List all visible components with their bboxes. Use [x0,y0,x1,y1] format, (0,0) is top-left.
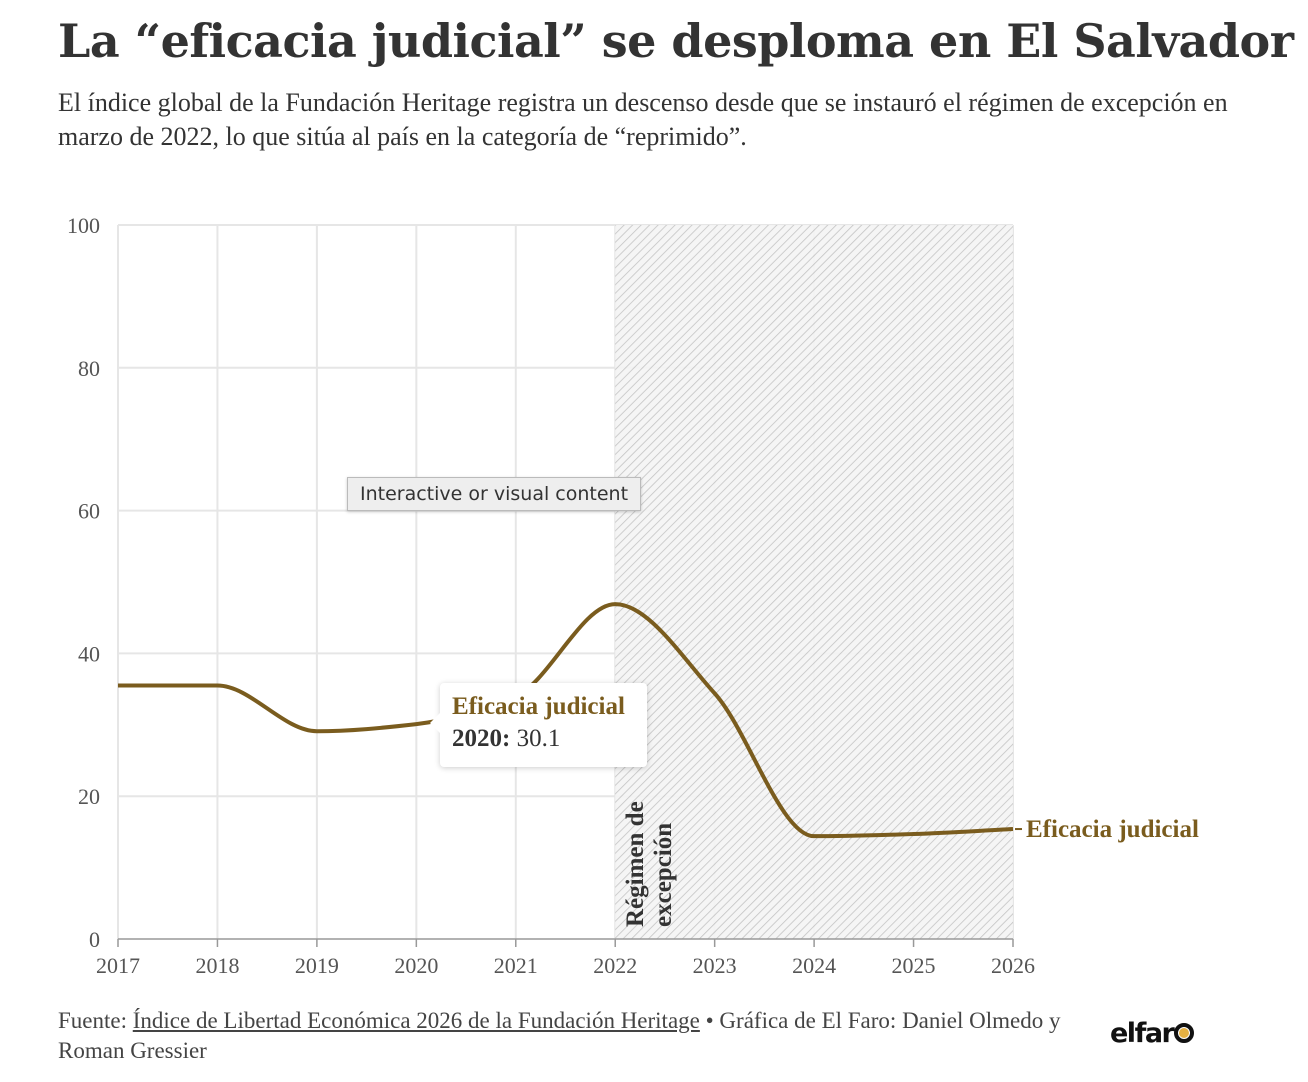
tooltip-value: 30.1 [516,725,561,752]
x-tick-label: 2019 [295,953,339,978]
x-tick-label: 2026 [991,953,1035,978]
region-label-line: excepción [650,823,677,927]
footer-prefix: Fuente: [58,1008,133,1033]
y-tick-label: 0 [89,927,100,952]
y-tick-label: 40 [78,641,100,666]
x-tick-label: 2025 [892,953,936,978]
footer: Fuente: Índice de Libertad Económica 202… [58,1006,1078,1066]
tooltip-series: Eficacia judicial [452,693,625,720]
y-tick-label: 100 [67,213,100,238]
logo-dot [1179,1028,1189,1038]
subtitle: El índice global de la Fundación Heritag… [58,88,1228,151]
y-tick-label: 60 [78,499,100,524]
logo-o [1174,1023,1194,1043]
page-title: La “eficacia judicial” se desploma en El… [58,14,1294,68]
series-label: Eficacia judicial [1026,816,1199,843]
footer-credits: • Gráfica de El Faro: Daniel Olmedo y Ro… [58,1008,1061,1063]
y-tick-label: 80 [78,356,100,381]
x-tick-label: 2017 [96,953,140,978]
regimen-excepcion-region [615,225,1013,939]
content-placeholder-label: Interactive or visual content [347,477,642,511]
x-tick-label: 2024 [792,953,836,978]
region-label-line: Régimen de [622,801,649,927]
region-label: Régimen deexcepción [622,801,677,927]
x-tick-label: 2022 [593,953,637,978]
tooltip-value-line: 2020: 30.1 [452,725,560,753]
tooltip-year: 2020: [452,725,511,752]
y-tick-label: 20 [78,784,100,809]
logo-text: elfar [1110,1018,1176,1049]
x-tick-label: 2020 [394,953,438,978]
x-tick-label: 2018 [195,953,239,978]
x-tick-label: 2021 [494,953,538,978]
source-link[interactable]: Índice de Libertad Económica 2026 de la … [132,1008,700,1033]
x-tick-label: 2023 [693,953,737,978]
elfaro-logo: elfar [1110,1018,1194,1049]
series-line-eficacia-judicial [117,602,1014,839]
line-chart: Régimen deexcepción 0 20 40 60 80 100 2017 2018… [67,213,1199,978]
tooltip: Eficacia judicial 2020: 30.1 [430,683,647,767]
